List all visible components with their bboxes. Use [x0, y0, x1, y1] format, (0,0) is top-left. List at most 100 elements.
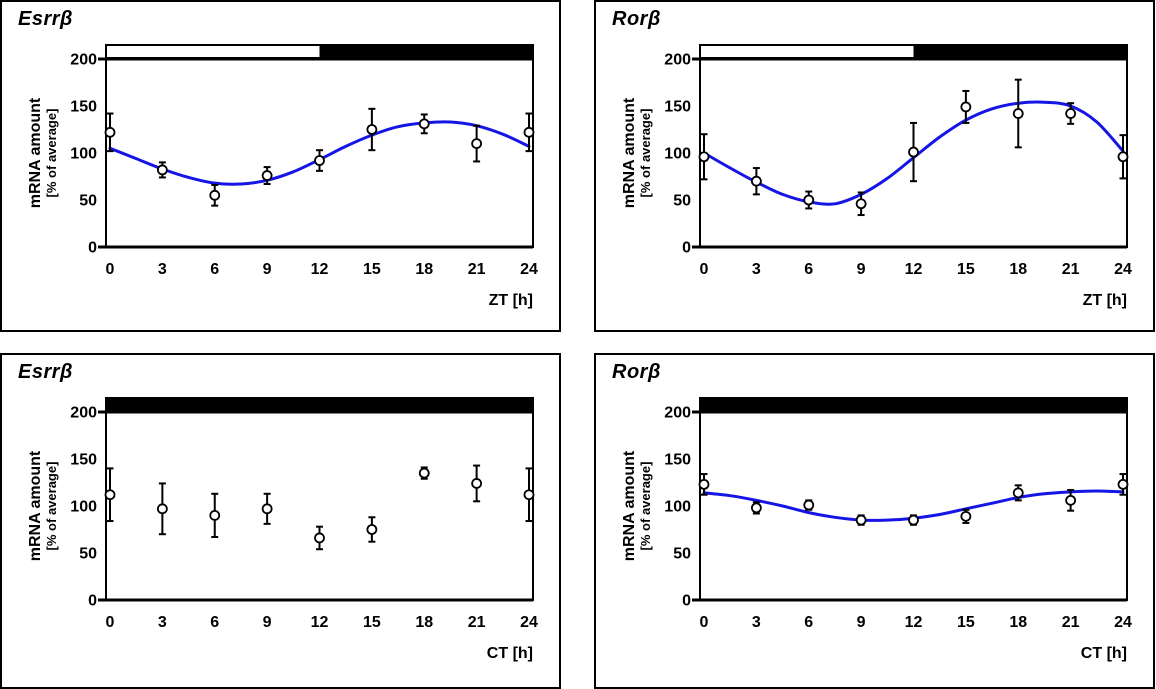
data-point-marker	[523, 126, 535, 138]
y-tick-label: 150	[70, 99, 97, 116]
x-tick-label: 21	[468, 614, 486, 631]
y-tick-label: 0	[88, 240, 97, 257]
data-point-marker	[104, 489, 116, 501]
panel-title: Esrrβ	[18, 8, 73, 30]
data-point-marker	[471, 138, 483, 150]
y-tick-label: 0	[88, 593, 97, 610]
axis-title-y: mRNA amount	[621, 450, 638, 561]
data-point-marker	[314, 155, 325, 166]
data-point-marker	[366, 124, 378, 135]
panel-title: Rorβ	[612, 361, 661, 383]
x-tick-label: 18	[415, 261, 433, 278]
x-tick-label: 6	[804, 261, 813, 278]
y-tick-label: 50	[79, 546, 97, 563]
data-point-marker	[855, 514, 867, 526]
axis-title-x: CT [h]	[1081, 645, 1127, 662]
x-tick-label: 9	[263, 261, 272, 278]
data-point-marker	[523, 489, 535, 501]
y-tick-label: 100	[664, 499, 691, 516]
x-tick-label: 0	[106, 614, 115, 631]
x-tick-label: 18	[1009, 261, 1027, 278]
y-tick-label: 100	[70, 146, 97, 163]
y-tick-label: 150	[664, 452, 691, 469]
dark-phase-segment	[913, 44, 1127, 59]
data-point-marker	[156, 503, 168, 515]
x-tick-label: 9	[857, 261, 866, 278]
y-tick-label: 200	[70, 52, 97, 69]
data-point-marker	[366, 524, 378, 535]
data-point-marker	[908, 146, 919, 158]
plot-esrrb-ct: 0 50 100 150 200 0 3 6 9 12 15 18 21 24 CT [h] mRNA amo…	[27, 397, 538, 662]
x-tick-label: 6	[804, 614, 813, 631]
data-point-marker	[209, 189, 221, 201]
data-point-marker	[261, 170, 273, 181]
data-point-marker	[418, 118, 430, 130]
y-tick-label: 100	[70, 499, 97, 516]
x-tick-label: 0	[106, 261, 115, 278]
data-point-marker	[750, 502, 762, 514]
x-tick-label: 12	[905, 261, 923, 278]
axis-title-y-sub: [% of average]	[44, 462, 59, 551]
data-point-marker	[1117, 151, 1129, 163]
y-tick-label: 50	[673, 546, 691, 563]
axis-title-y-sub: [% of average]	[44, 109, 59, 198]
x-tick-label: 24	[520, 614, 538, 631]
y-tick-label: 100	[664, 146, 691, 163]
x-tick-label: 3	[158, 614, 167, 631]
dark-phase-segment	[319, 44, 533, 59]
data-point-marker	[156, 164, 168, 176]
y-tick-label: 50	[79, 193, 97, 210]
x-tick-label: 18	[415, 614, 433, 631]
x-tick-label: 24	[520, 261, 538, 278]
data-point-marker	[261, 503, 273, 515]
panel-title: Esrrβ	[18, 361, 73, 383]
x-tick-label: 24	[1114, 614, 1132, 631]
y-tick-label: 150	[70, 452, 97, 469]
x-tick-label: 21	[1062, 614, 1080, 631]
x-tick-label: 3	[752, 261, 761, 278]
chart-panel-rorb-ct: Rorβ 0 50 100 150 200 0 3 6 9 12 15 18 21 24 CT [h] mRN…	[594, 353, 1155, 689]
x-tick-label: 9	[263, 614, 272, 631]
axis-title-y-sub: [% of average]	[638, 109, 653, 198]
x-tick-label: 21	[468, 261, 486, 278]
data-point-marker	[803, 194, 815, 206]
x-tick-label: 15	[957, 261, 975, 278]
data-point-marker	[855, 198, 867, 210]
y-tick-label: 0	[682, 240, 691, 257]
chart-panel-rorb-zt: Rorβ 0 50 100 150 200 0 3 6 9 12 15 18 21 24 ZT [h] mRN…	[594, 0, 1155, 332]
data-point-marker	[750, 175, 762, 187]
axis-title-x: ZT [h]	[489, 292, 533, 309]
y-tick-label: 200	[664, 52, 691, 69]
plot-frame	[105, 411, 534, 601]
x-tick-label: 12	[311, 261, 329, 278]
x-tick-label: 18	[1009, 614, 1027, 631]
y-tick-label: 200	[664, 405, 691, 422]
data-point-marker	[698, 151, 710, 163]
x-tick-label: 15	[957, 614, 975, 631]
data-point-marker	[1065, 494, 1077, 506]
chart-panel-esrrb-zt: Esrrβ 0 50 100 150 200 0 3 6 9 12 15 18 21 24 ZT [h] mR…	[0, 0, 561, 332]
x-tick-label: 21	[1062, 261, 1080, 278]
dark-phase-segment	[700, 397, 1127, 412]
data-point-marker	[1117, 478, 1129, 490]
y-tick-label: 50	[673, 193, 691, 210]
axis-title-y: mRNA amount	[27, 450, 44, 561]
plot-rorb-ct: 0 50 100 150 200 0 3 6 9 12 15 18 21 24 CT [h] mRNA amo…	[621, 397, 1132, 662]
data-point-marker	[418, 467, 430, 479]
x-tick-label: 0	[700, 614, 709, 631]
y-tick-label: 150	[664, 99, 691, 116]
data-point-marker	[471, 478, 483, 489]
x-tick-label: 12	[311, 614, 329, 631]
chart-panel-esrrb-ct: Esrrβ 0 50 100 150 200 0 3 6 9 12 15 18 21 24 CT [h] mR…	[0, 353, 561, 689]
data-point-marker	[314, 532, 325, 544]
data-point-marker	[803, 499, 815, 511]
data-point-marker	[1012, 487, 1024, 499]
axis-title-x: CT [h]	[487, 645, 533, 662]
x-tick-label: 3	[752, 614, 761, 631]
panel-title: Rorβ	[612, 8, 661, 30]
y-tick-label: 0	[682, 593, 691, 610]
x-tick-label: 12	[905, 614, 923, 631]
dark-phase-segment	[106, 397, 533, 412]
data-point-marker	[1012, 108, 1024, 119]
x-tick-label: 15	[363, 261, 381, 278]
